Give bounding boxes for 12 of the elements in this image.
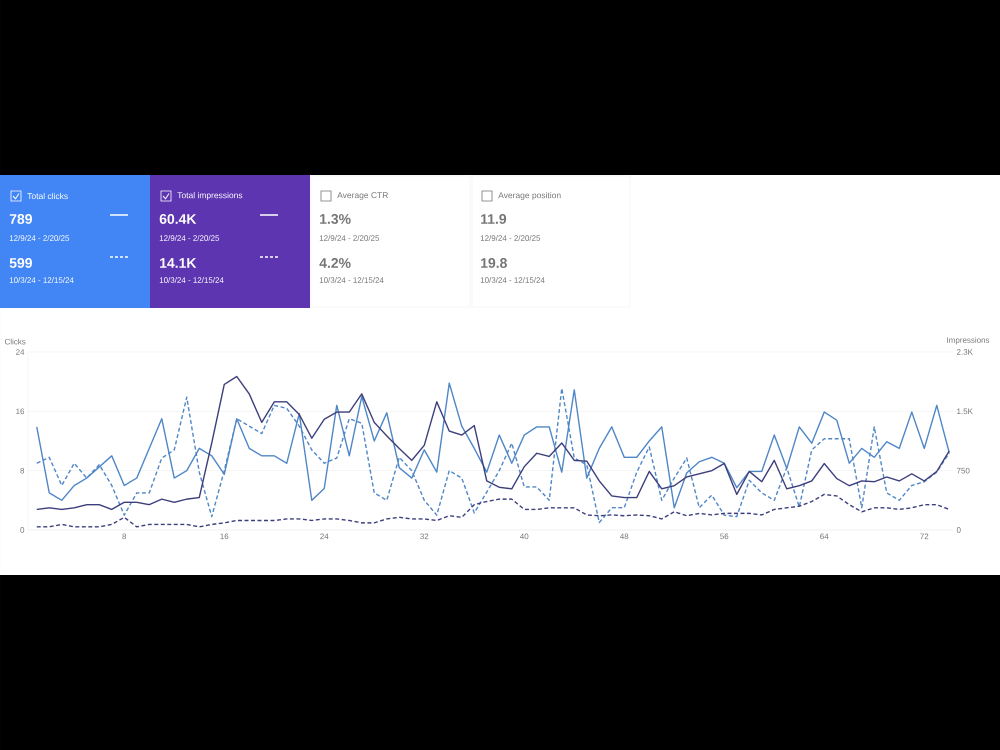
text: Average position [498, 192, 561, 200]
text: Average CTR [337, 192, 388, 200]
text: 599 [10, 258, 32, 268]
text: 789 [10, 214, 32, 224]
text: 11.9 [481, 214, 506, 224]
text: 60.4K [160, 214, 196, 224]
text: Total clicks [27, 192, 68, 200]
text: Total impressions [177, 192, 242, 200]
text: 4.2% [319, 258, 351, 268]
text: 14.1K [160, 258, 196, 268]
text: 1.3% [320, 214, 351, 224]
text: 19.8 [481, 258, 507, 268]
